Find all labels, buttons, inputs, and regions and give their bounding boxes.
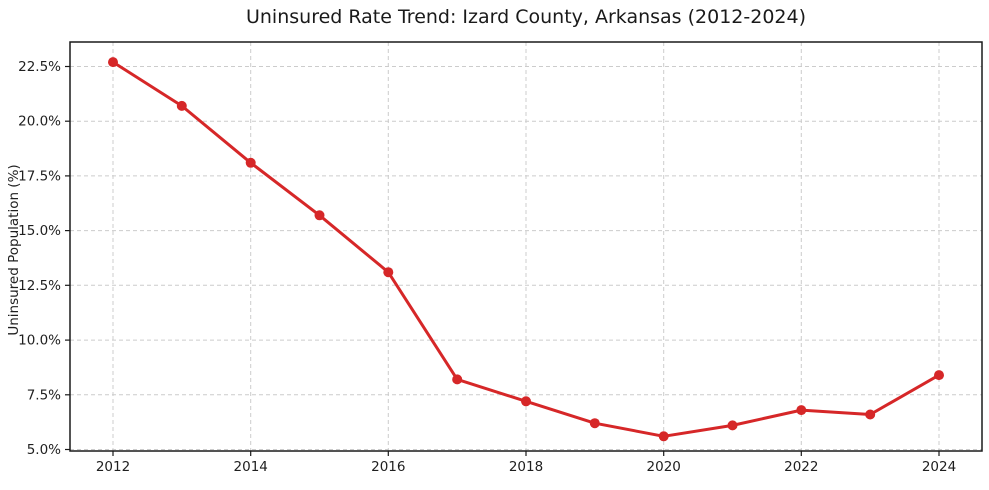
x-tick-label: 2012 bbox=[96, 459, 130, 475]
x-tick-label: 2014 bbox=[234, 459, 268, 475]
data-point-marker bbox=[727, 420, 738, 431]
y-tick-label: 17.5% bbox=[18, 168, 61, 184]
y-tick-label: 12.5% bbox=[18, 278, 61, 294]
data-point-marker bbox=[452, 374, 463, 385]
data-point-marker bbox=[796, 405, 807, 416]
data-point-marker bbox=[658, 431, 669, 442]
data-point-marker bbox=[108, 57, 118, 68]
y-tick-label: 5.0% bbox=[27, 442, 61, 458]
x-tick-label: 2024 bbox=[922, 459, 956, 475]
y-tick-label: 22.5% bbox=[18, 59, 61, 75]
x-tick-label: 2022 bbox=[784, 459, 818, 475]
y-tick-label: 20.0% bbox=[18, 114, 61, 130]
x-tick-label: 2016 bbox=[371, 459, 405, 475]
chart-title: Uninsured Rate Trend: Izard County, Arka… bbox=[245, 6, 807, 28]
data-point-marker bbox=[176, 100, 187, 111]
y-tick-label: 7.5% bbox=[27, 387, 61, 403]
data-point-marker bbox=[383, 267, 394, 278]
data-point-marker bbox=[934, 370, 944, 381]
y-tick-label: 10.0% bbox=[18, 333, 61, 349]
data-point-marker bbox=[865, 409, 876, 420]
y-tick-label: 15.0% bbox=[18, 223, 61, 239]
x-tick-label: 2018 bbox=[509, 459, 543, 475]
data-point-marker bbox=[245, 157, 256, 168]
data-point-marker bbox=[589, 418, 600, 429]
data-point-marker bbox=[314, 210, 325, 221]
x-tick-label: 2020 bbox=[647, 459, 681, 475]
data-point-marker bbox=[521, 396, 531, 407]
